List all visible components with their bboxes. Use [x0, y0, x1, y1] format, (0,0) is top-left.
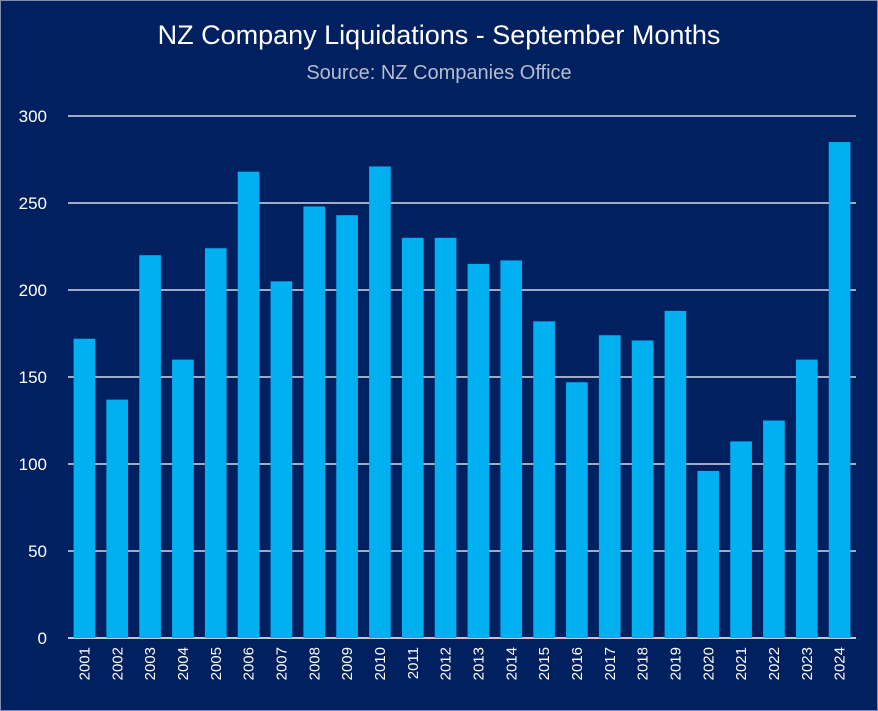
bar-2017	[598, 335, 621, 638]
y-tick-label: 300	[19, 107, 47, 126]
x-tick-label: 2005	[208, 647, 225, 680]
bar-2019	[664, 310, 687, 638]
x-axis-tick-labels: 2001 2002 2003 2004 2005 2006 2007 2008 2009 2010…	[76, 647, 848, 680]
bar-2016	[566, 382, 588, 638]
x-tick-label: 2003	[142, 647, 159, 680]
bar-2024	[828, 142, 851, 638]
x-tick-label: 2020	[700, 647, 717, 680]
x-tick-label: 2010	[372, 647, 389, 680]
bar-2022	[763, 420, 785, 638]
x-tick-label: 2002	[109, 647, 126, 680]
y-tick-label: 150	[19, 368, 47, 387]
x-tick-label: 2023	[799, 647, 816, 680]
bar-2001	[73, 338, 96, 638]
x-tick-label: 2015	[536, 647, 553, 680]
y-tick-label: 200	[19, 281, 47, 300]
bar-2006	[237, 171, 260, 638]
bar-2010	[369, 166, 391, 638]
x-tick-label: 2022	[766, 647, 783, 680]
x-tick-label: 2001	[76, 647, 93, 680]
y-tick-label: 0	[38, 629, 47, 648]
gridlines	[68, 115, 856, 639]
y-tick-label: 100	[19, 455, 47, 474]
x-tick-label: 2004	[175, 647, 192, 680]
bar-2008	[303, 206, 326, 639]
x-tick-label: 2018	[635, 647, 652, 680]
bar-2009	[336, 215, 358, 638]
x-tick-label: 2014	[503, 647, 520, 680]
bar-2003	[139, 255, 161, 638]
x-tick-label: 2007	[273, 647, 290, 680]
x-tick-label: 2012	[438, 647, 455, 680]
x-tick-label: 2024	[832, 647, 849, 680]
bar-2011	[401, 237, 424, 639]
bar-2005	[204, 248, 227, 639]
x-tick-label: 2011	[405, 647, 422, 679]
chart-subtitle: Source: NZ Companies Office	[306, 62, 572, 84]
y-tick-label: 250	[19, 194, 47, 213]
bar-2007	[270, 281, 293, 638]
x-tick-label: 2006	[241, 647, 258, 680]
bar-2002	[106, 399, 129, 638]
y-axis-tick-labels: 0 50 100 150 200 250 300	[19, 107, 47, 648]
y-tick-label: 50	[28, 542, 47, 561]
x-tick-label: 2013	[470, 647, 487, 680]
x-tick-label: 2021	[733, 647, 750, 680]
x-tick-label: 2019	[667, 647, 684, 680]
bar-2004	[172, 359, 194, 638]
bar-2015	[533, 321, 555, 638]
x-tick-label: 2009	[339, 647, 356, 680]
bar-2013	[467, 263, 490, 638]
bar-2023	[795, 359, 818, 638]
bar-2012	[434, 237, 457, 639]
x-tick-label: 2008	[306, 647, 323, 680]
x-tick-label: 2016	[569, 647, 586, 680]
x-tick-label: 2017	[602, 647, 619, 680]
chart-title: NZ Company Liquidations - September Mont…	[157, 20, 721, 50]
bars	[73, 142, 851, 639]
bar-2014	[500, 260, 523, 638]
bar-2021	[730, 441, 752, 638]
bar-2018	[631, 340, 654, 638]
bar-2020	[697, 470, 720, 638]
